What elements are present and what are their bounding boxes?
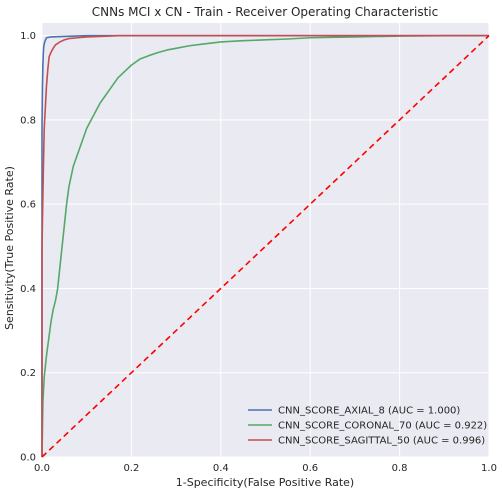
- y-tick-label: 0.0: [20, 453, 36, 464]
- y-axis-label: Sensitivity(True Positive Rate): [3, 166, 16, 330]
- legend-label: CNN_SCORE_SAGITTAL_50 (AUC = 0.996): [278, 436, 485, 447]
- plot-area: [42, 23, 489, 457]
- y-tick-label: 1.0: [20, 31, 36, 42]
- y-tick-label: 0.8: [20, 115, 36, 126]
- plot-background: [42, 23, 489, 457]
- series-line-cnn-score-coronal-70: [41, 34, 489, 458]
- y-tick-label: 0.4: [20, 284, 36, 295]
- series-lines: [41, 34, 490, 458]
- y-tick-label: 0.2: [20, 368, 36, 379]
- legend-label: CNN_SCORE_CORONAL_70 (AUC = 0.922): [278, 421, 487, 432]
- legend: CNN_SCORE_AXIAL_8 (AUC = 1.000) CNN_SCORE…: [248, 406, 487, 447]
- y-tick-label: 0.6: [20, 200, 36, 211]
- chart-title: CNNs MCI x CN - Train - Receiver Operati…: [92, 5, 438, 19]
- tick-labels: 0.0 0.2 0.4 0.6 0.8 1.0 0.0 0.2 0.4 0.6 0.8 1.0: [20, 31, 497, 474]
- x-axis-label: 1-Specificity(False Positive Rate): [176, 476, 354, 489]
- series-line-cnn-score-sagittal-50: [41, 34, 489, 457]
- chance-diagonal-line: [41, 35, 490, 458]
- legend-label: CNN_SCORE_AXIAL_8 (AUC = 1.000): [278, 406, 460, 417]
- x-tick-label: 0.8: [392, 463, 408, 474]
- x-tick-label: 0.2: [123, 463, 139, 474]
- x-tick-label: 0.0: [34, 463, 50, 474]
- x-tick-label: 1.0: [481, 463, 497, 474]
- x-tick-label: 0.6: [302, 463, 318, 474]
- x-tick-label: 0.4: [213, 463, 229, 474]
